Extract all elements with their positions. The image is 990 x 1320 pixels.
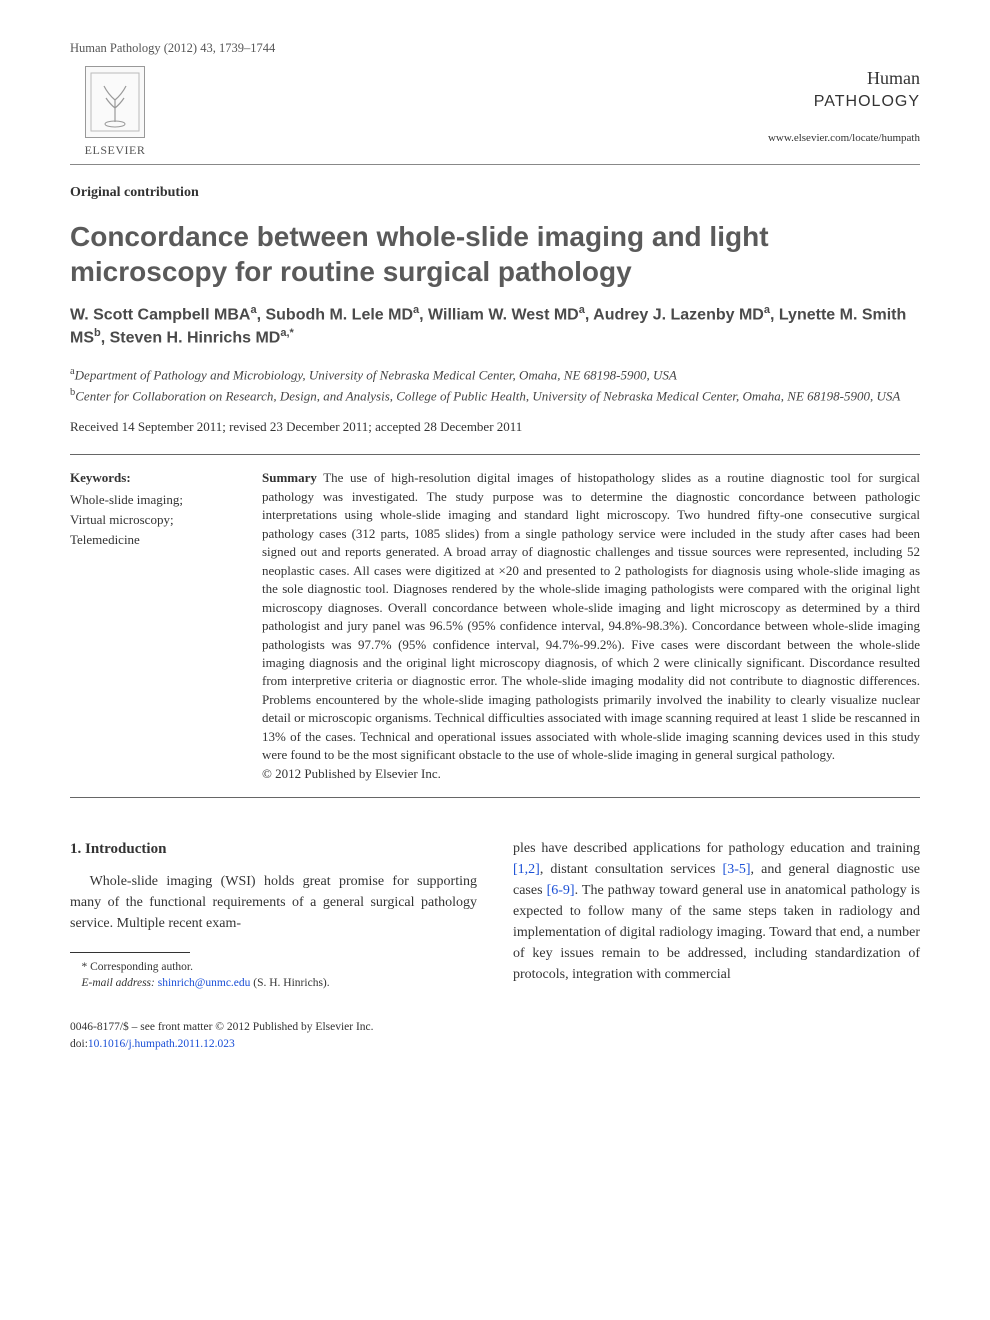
header-rule — [70, 164, 920, 165]
summary-text: The use of high-resolution digital image… — [262, 470, 920, 762]
citation-link[interactable]: [1,2] — [513, 862, 540, 877]
doi-line: doi:10.1016/j.humpath.2011.12.023 — [70, 1036, 920, 1053]
body-text: ples have described applications for pat… — [513, 841, 920, 856]
email-footnote: E-mail address: shinrich@unmc.edu (S. H.… — [70, 975, 477, 991]
article-type: Original contribution — [70, 183, 920, 203]
journal-block: Human PATHOLOGY www.elsevier.com/locate/… — [768, 66, 920, 147]
corresponding-author-note: * Corresponding author. — [70, 959, 477, 975]
pre-abstract-rule — [70, 454, 920, 455]
doi-link[interactable]: 10.1016/j.humpath.2011.12.023 — [88, 1038, 235, 1050]
publisher-name: ELSEVIER — [85, 142, 146, 159]
author-list: W. Scott Campbell MBAa, Subodh M. Lele M… — [70, 303, 920, 350]
email-label: E-mail address: — [82, 977, 155, 989]
keyword-item: Whole-slide imaging; — [70, 490, 240, 510]
keywords-list: Whole-slide imaging; Virtual microscopy;… — [70, 490, 240, 550]
keyword-item: Virtual microscopy; — [70, 510, 240, 530]
citation-link[interactable]: [6-9] — [547, 883, 575, 898]
elsevier-logo-icon — [85, 66, 145, 138]
journal-url[interactable]: www.elsevier.com/locate/humpath — [768, 131, 920, 146]
affiliation-a: aDepartment of Pathology and Microbiolog… — [70, 364, 920, 385]
body-columns: 1. Introduction Whole-slide imaging (WSI… — [70, 838, 920, 991]
citation-link[interactable]: [3-5] — [723, 862, 751, 877]
journal-name-line2: PATHOLOGY — [768, 91, 920, 113]
body-text: . The pathway toward general use in anat… — [513, 883, 920, 982]
body-text: , distant consultation services — [540, 862, 723, 877]
affiliation-b: bCenter for Collaboration on Research, D… — [70, 385, 920, 406]
intro-paragraph-right: ples have described applications for pat… — [513, 838, 920, 985]
section-heading-intro: 1. Introduction — [70, 838, 477, 861]
affiliations: aDepartment of Pathology and Microbiolog… — [70, 364, 920, 406]
article-title: Concordance between whole-slide imaging … — [70, 219, 920, 289]
keywords-heading: Keywords: — [70, 469, 240, 487]
summary-copyright: © 2012 Published by Elsevier Inc. — [262, 766, 441, 781]
header-row: ELSEVIER Human PATHOLOGY www.elsevier.co… — [70, 66, 920, 159]
front-matter-line: 0046-8177/$ – see front matter © 2012 Pu… — [70, 1019, 920, 1036]
footnote-rule — [70, 952, 190, 953]
intro-paragraph-left: Whole-slide imaging (WSI) holds great pr… — [70, 871, 477, 934]
summary-heading: Summary — [262, 470, 317, 485]
email-link[interactable]: shinrich@unmc.edu — [158, 977, 251, 989]
journal-name-line1: Human — [768, 66, 920, 91]
email-tail: (S. H. Hinrichs). — [250, 977, 329, 989]
left-column: 1. Introduction Whole-slide imaging (WSI… — [70, 838, 477, 991]
post-abstract-rule — [70, 797, 920, 798]
keyword-item: Telemedicine — [70, 530, 240, 550]
publisher-block: ELSEVIER — [70, 66, 160, 159]
article-dates: Received 14 September 2011; revised 23 D… — [70, 418, 920, 436]
keywords-column: Keywords: Whole-slide imaging; Virtual m… — [70, 469, 240, 783]
abstract-row: Keywords: Whole-slide imaging; Virtual m… — [70, 469, 920, 783]
footer-block: 0046-8177/$ – see front matter © 2012 Pu… — [70, 1019, 920, 1052]
right-column: ples have described applications for pat… — [513, 838, 920, 991]
doi-label: doi: — [70, 1038, 88, 1050]
running-head: Human Pathology (2012) 43, 1739–1744 — [70, 40, 920, 58]
summary-column: Summary The use of high-resolution digit… — [262, 469, 920, 783]
